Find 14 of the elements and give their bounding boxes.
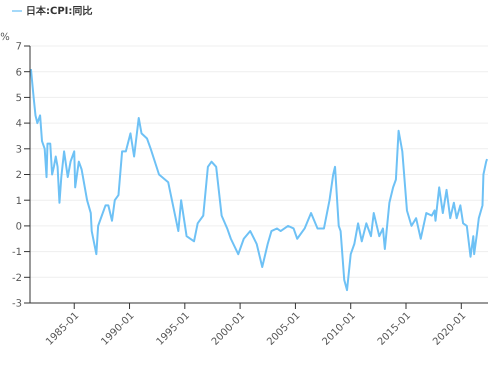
y-tick-label: 7 [16, 42, 22, 53]
y-axis-title: % [0, 32, 10, 43]
y-tick-label: 2 [16, 170, 22, 182]
y-tick-label: -2 [12, 272, 22, 284]
y-tick-label: 4 [16, 118, 22, 130]
y-tick-label: 3 [16, 144, 22, 156]
y-tick-label: 6 [16, 67, 22, 78]
y-tick-label: 0 [16, 221, 22, 232]
y-tick-label: -1 [12, 247, 22, 258]
legend-label: 日本:CPI:同比 [26, 6, 92, 17]
y-tick-label: 1 [16, 196, 22, 207]
line-series [30, 68, 488, 292]
y-tick-label: -3 [12, 298, 22, 310]
y-tick-label: 5 [16, 92, 22, 104]
